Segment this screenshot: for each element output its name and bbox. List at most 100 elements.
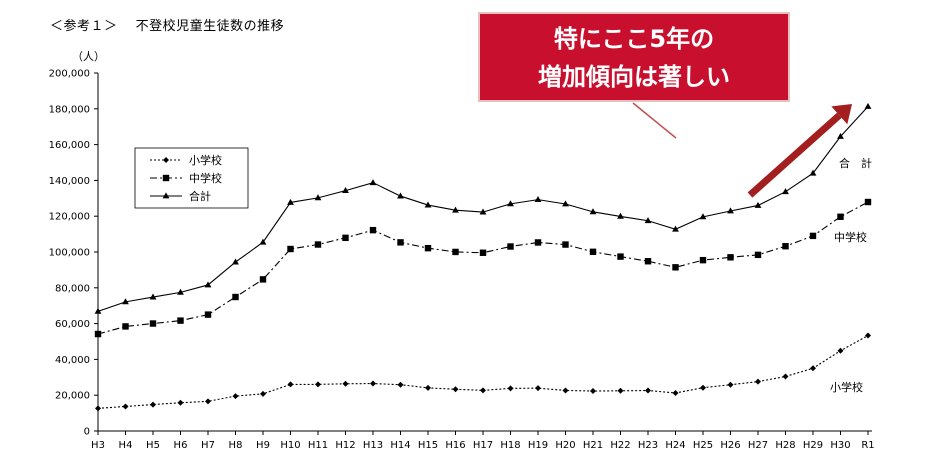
data-point-square [617, 253, 624, 260]
data-point-triangle [617, 212, 624, 219]
data-point-square [424, 244, 432, 252]
y-tick-label: 0 [84, 427, 90, 438]
data-point-diamond [177, 399, 184, 406]
data-point-square [122, 323, 129, 330]
y-unit-label: （人） [72, 50, 105, 63]
legend-label: 合計 [189, 189, 211, 203]
data-point-square [204, 311, 212, 318]
data-point-diamond [645, 387, 651, 394]
x-tick-label: H9 [256, 440, 270, 451]
x-tick-label: H18 [500, 440, 520, 451]
callout-line-1: 特にここ5年の [553, 25, 715, 53]
x-tick-label: H24 [665, 440, 685, 451]
y-tick-label: 140,000 [49, 176, 90, 187]
x-tick-label: H13 [363, 440, 383, 451]
data-point-triangle [424, 201, 432, 208]
series-line-square [97, 201, 869, 335]
data-point-diamond [425, 384, 431, 391]
page-title: ＜参考１＞ 不登校児童生徒数の推移 [50, 19, 285, 34]
data-point-diamond [122, 403, 129, 410]
x-tick-label: H28 [775, 440, 795, 451]
data-point-square [507, 243, 514, 250]
data-point-triangle [259, 238, 267, 245]
x-tick-label: H17 [473, 440, 493, 451]
data-point-triangle [149, 293, 157, 300]
data-point-triangle [534, 196, 542, 203]
x-tick-label: H19 [528, 440, 548, 451]
data-point-square [287, 245, 294, 253]
series-end-label: 合 計 [839, 156, 872, 170]
x-tick-label: H11 [308, 440, 328, 451]
data-point-diamond [342, 380, 349, 387]
legend-marker [163, 157, 169, 163]
x-tick-label: H27 [748, 440, 768, 451]
data-point-square [727, 254, 734, 261]
callout-line-2: 増加傾向は著しい [538, 63, 730, 91]
data-point-diamond [507, 385, 514, 392]
x-tick-label: H10 [280, 440, 300, 451]
data-point-square [94, 330, 102, 338]
data-point-diamond [260, 390, 266, 397]
data-point-square [369, 226, 377, 234]
data-point-triangle [644, 217, 652, 224]
data-point-diamond [700, 384, 706, 391]
data-point-triangle [342, 187, 349, 194]
x-tick-label: H25 [693, 440, 713, 451]
data-point-diamond [865, 332, 871, 339]
y-tick-label: 60,000 [55, 319, 90, 330]
series-end-label: 中学校 [834, 230, 867, 244]
y-tick-label: 80,000 [55, 283, 90, 294]
data-point-square [562, 241, 569, 248]
data-point-triangle [94, 307, 102, 314]
data-point-triangle [452, 206, 459, 213]
data-point-triangle [672, 225, 679, 232]
data-point-diamond [590, 388, 596, 395]
data-point-square [177, 317, 184, 324]
legend-label: 中学校 [189, 171, 222, 185]
data-point-triangle [864, 102, 872, 109]
data-point-triangle [782, 188, 789, 195]
data-point-diamond [287, 381, 294, 388]
data-point-triangle [809, 169, 817, 176]
x-tick-label: H4 [119, 440, 133, 451]
data-point-square [149, 320, 157, 327]
data-point-diamond [782, 373, 789, 380]
series-end-label: 小学校 [830, 380, 863, 394]
data-point-diamond [370, 380, 376, 387]
data-point-square [342, 234, 349, 242]
data-point-square [754, 251, 762, 259]
data-point-square [479, 249, 487, 256]
x-tick-label: R1 [861, 440, 874, 451]
data-point-triangle [232, 258, 239, 265]
data-point-diamond [315, 381, 321, 388]
data-point-triangle [314, 194, 322, 201]
data-point-square [397, 239, 404, 246]
data-point-diamond [95, 405, 101, 412]
data-point-diamond [150, 401, 156, 408]
data-point-diamond [672, 389, 679, 396]
data-point-diamond [232, 393, 239, 400]
data-point-triangle [122, 298, 129, 305]
legend-label: 小学校 [189, 153, 222, 167]
data-point-diamond [810, 365, 816, 372]
data-point-diamond [727, 381, 734, 388]
data-point-square [837, 213, 844, 220]
legend-marker [162, 192, 170, 199]
x-tick-label: H29 [803, 440, 823, 451]
data-point-triangle [177, 288, 184, 295]
data-point-square [314, 241, 322, 248]
data-point-triangle [754, 201, 762, 208]
y-tick-label: 100,000 [49, 248, 90, 259]
data-point-diamond [480, 387, 486, 394]
callout-box: 特にここ5年の 増加傾向は著しい [478, 12, 790, 102]
x-tick-label: H7 [201, 440, 215, 451]
data-point-triangle [204, 281, 212, 288]
x-tick-label: H12 [335, 440, 355, 451]
x-tick-label: H14 [390, 440, 410, 451]
data-point-triangle [837, 132, 844, 139]
x-tick-label: H8 [229, 440, 243, 451]
data-point-square [589, 248, 597, 256]
data-point-triangle [727, 207, 734, 214]
data-point-triangle [287, 198, 294, 205]
